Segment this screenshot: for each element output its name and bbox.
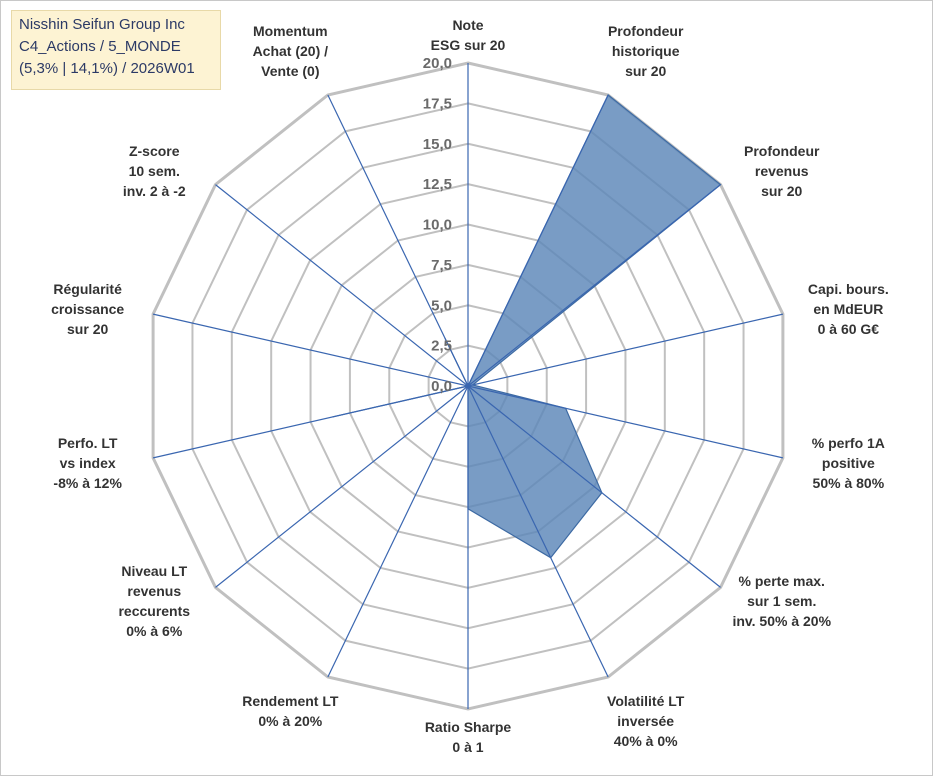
portfolio-category: C4_Actions / 5_MONDE: [19, 36, 213, 58]
axis-spoke: [328, 386, 468, 677]
tick-label: 10,0: [423, 217, 452, 234]
info-box: Nisshin Seifun Group Inc C4_Actions / 5_…: [11, 10, 221, 90]
axis-label: % perte max.sur 1 sem.inv. 50% à 20%: [732, 573, 831, 629]
tick-layer: 0,0 2,5 5,0 7,5 10,0 12,5 15,0 17,5 20,0: [423, 55, 452, 395]
tick-label: 17,5: [423, 95, 452, 112]
series-layer: [332, 95, 720, 558]
tick-label: 15,0: [423, 136, 452, 153]
tick-label: 20,0: [423, 55, 452, 72]
tick-label: 7,5: [431, 257, 452, 274]
performance-week: (5,3% | 14,1%) / 2026W01: [19, 58, 213, 80]
tick-label: 0,0: [431, 378, 452, 395]
tick-label: 5,0: [431, 297, 452, 314]
company-name: Nisshin Seifun Group Inc: [19, 14, 213, 36]
series-area: [333, 95, 721, 558]
tick-label: 12,5: [423, 176, 452, 193]
tick-label: 2,5: [431, 338, 452, 355]
